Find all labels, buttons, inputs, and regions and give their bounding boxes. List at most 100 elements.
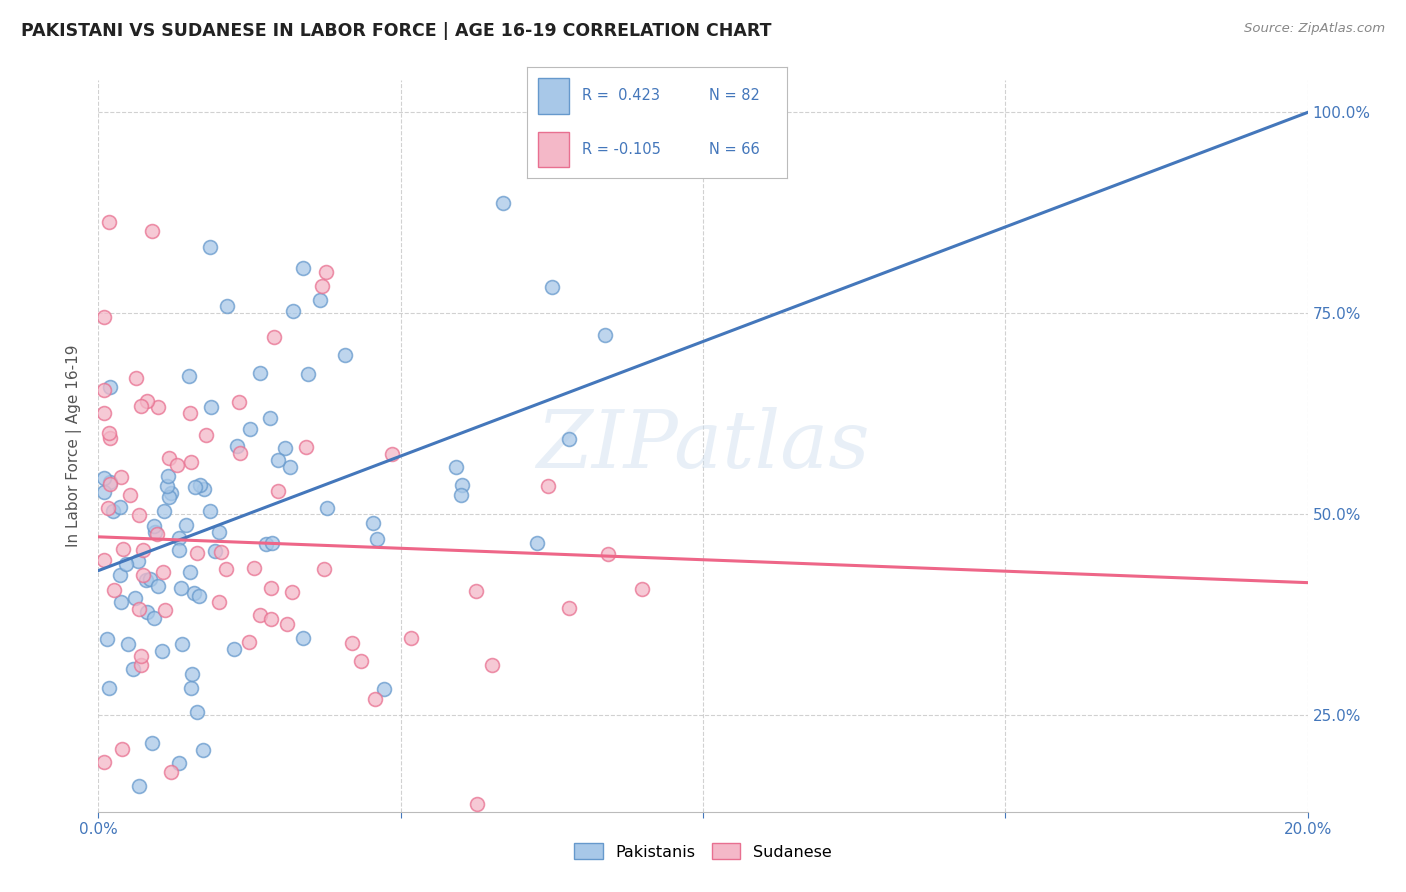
Point xyxy=(188,589,211,603)
Point xyxy=(146,400,169,414)
Point xyxy=(93,485,115,500)
Point xyxy=(101,504,124,518)
Point xyxy=(139,572,162,586)
Point xyxy=(295,440,318,454)
Point xyxy=(274,441,297,455)
Point xyxy=(145,527,167,541)
Point xyxy=(193,482,215,496)
Point xyxy=(229,446,252,460)
Point xyxy=(93,383,115,397)
Point xyxy=(98,425,121,440)
Point xyxy=(96,632,118,646)
Point xyxy=(143,519,166,533)
Point xyxy=(159,764,181,779)
Point xyxy=(179,406,201,420)
Text: ZIPatlas: ZIPatlas xyxy=(536,408,870,484)
Point xyxy=(170,581,193,595)
Point xyxy=(169,756,191,770)
Point xyxy=(481,658,503,673)
Point xyxy=(100,380,122,394)
Point xyxy=(267,483,290,498)
Point xyxy=(373,682,395,697)
Point xyxy=(157,468,180,483)
Bar xyxy=(537,131,569,168)
Point xyxy=(181,666,204,681)
Point xyxy=(127,554,149,568)
Point xyxy=(259,581,281,595)
Point xyxy=(180,455,202,469)
Point xyxy=(311,278,333,293)
Point xyxy=(93,755,115,769)
Point xyxy=(249,607,271,622)
Legend: Pakistanis, Sudanese: Pakistanis, Sudanese xyxy=(568,837,838,866)
Point xyxy=(446,460,468,475)
Point xyxy=(281,304,304,318)
Point xyxy=(200,400,222,414)
Point xyxy=(124,591,146,606)
Point xyxy=(297,368,319,382)
Text: N = 66: N = 66 xyxy=(710,142,761,157)
Point xyxy=(215,300,238,314)
Point xyxy=(160,486,183,500)
Text: PAKISTANI VS SUDANESE IN LABOR FORCE | AGE 16-19 CORRELATION CHART: PAKISTANI VS SUDANESE IN LABOR FORCE | A… xyxy=(21,22,772,40)
Point xyxy=(364,691,387,706)
Point xyxy=(381,447,404,461)
Point xyxy=(450,478,472,492)
Point xyxy=(141,736,163,750)
Point xyxy=(363,516,385,530)
Point xyxy=(98,475,121,489)
Point xyxy=(110,594,132,608)
Point xyxy=(540,280,562,294)
Point xyxy=(155,603,177,617)
Point xyxy=(129,658,152,673)
Point xyxy=(172,637,194,651)
Point xyxy=(276,617,298,632)
Point xyxy=(97,681,120,695)
Point xyxy=(291,261,314,276)
Point xyxy=(135,573,157,587)
Text: Source: ZipAtlas.com: Source: ZipAtlas.com xyxy=(1244,22,1385,36)
Point xyxy=(111,742,134,756)
Point xyxy=(239,422,262,436)
Point xyxy=(120,488,142,502)
Point xyxy=(537,479,560,493)
Point xyxy=(167,531,190,545)
Point xyxy=(558,601,581,615)
Point xyxy=(110,470,132,484)
Point xyxy=(465,583,488,598)
Point xyxy=(350,654,373,668)
Point xyxy=(333,348,356,362)
Point xyxy=(98,431,121,445)
Point xyxy=(136,605,159,619)
Point xyxy=(157,490,180,504)
Point xyxy=(195,427,218,442)
Point xyxy=(254,537,277,551)
Text: R =  0.423: R = 0.423 xyxy=(582,88,659,103)
Point xyxy=(316,501,339,516)
Point xyxy=(112,542,135,557)
Point xyxy=(183,585,205,599)
Point xyxy=(108,568,131,582)
Point xyxy=(114,557,136,571)
Point xyxy=(128,601,150,615)
Point xyxy=(204,543,226,558)
Point xyxy=(93,406,115,420)
Point xyxy=(179,368,201,383)
Point xyxy=(108,500,131,514)
Point xyxy=(93,310,115,324)
Point xyxy=(124,371,146,385)
Point xyxy=(598,547,620,561)
Point xyxy=(186,546,208,560)
Point xyxy=(153,503,176,517)
Point xyxy=(184,480,207,494)
Point xyxy=(226,440,249,454)
Point xyxy=(557,432,579,446)
Point xyxy=(314,562,336,576)
Point xyxy=(150,644,173,658)
Point xyxy=(228,394,250,409)
Point xyxy=(157,451,180,466)
Point xyxy=(152,565,174,579)
Point xyxy=(128,508,150,522)
Point xyxy=(136,393,159,408)
Point xyxy=(117,637,139,651)
